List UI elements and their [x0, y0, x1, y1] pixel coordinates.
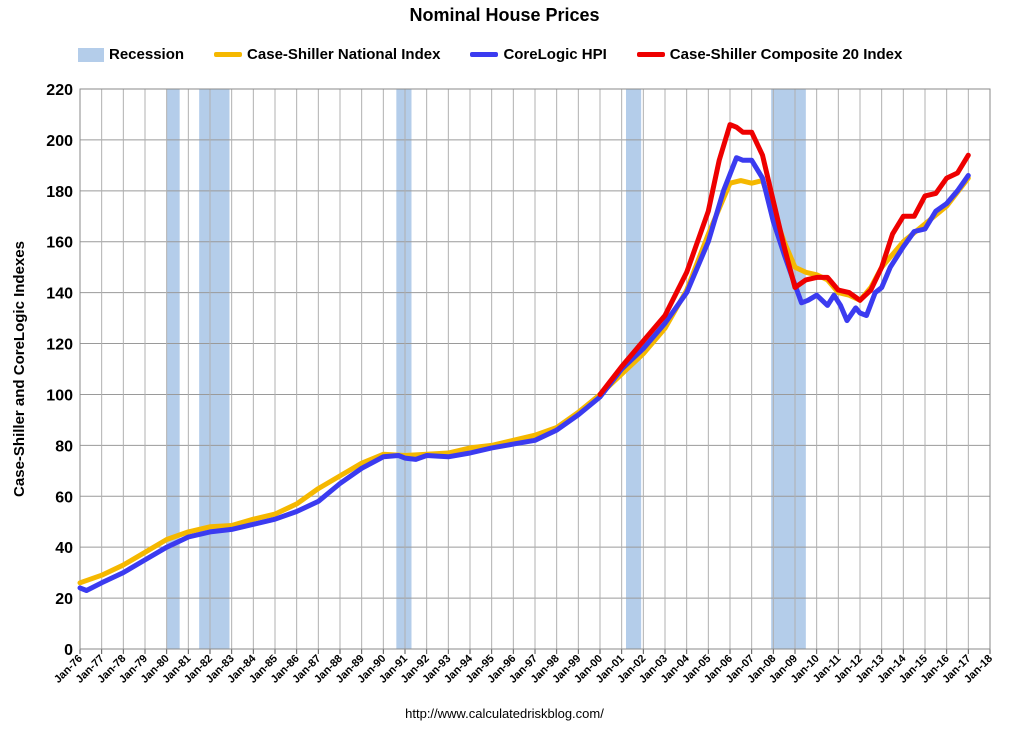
y-tick-label-20: 20: [55, 591, 73, 608]
plot-frame: [79, 88, 991, 650]
y-tick-label-140: 140: [46, 286, 73, 303]
legend-case-shiller-national-index-swatch: [214, 52, 243, 57]
y-tick-label-220: 220: [46, 82, 73, 99]
y-tick-label-120: 120: [46, 337, 73, 354]
legend-case-shiller-composite-20-index-label: Case-Shiller Composite 20 Index: [669, 46, 903, 63]
legend-case-shiller-national-index: Case-Shiller National Index: [214, 46, 440, 63]
y-tick-label-80: 80: [55, 438, 73, 455]
recession-band-4: [626, 89, 642, 649]
series-line-corelogic-hpi: [77, 155, 971, 593]
series-line-case-shiller-composite-20-index: [597, 122, 971, 397]
legend-recession: Recession: [78, 46, 184, 63]
recession-band-1: [166, 89, 180, 649]
recession-band-3: [396, 89, 412, 649]
legend-case-shiller-national-index-label: Case-Shiller National Index: [247, 46, 441, 63]
source-note: http://www.calculatedriskblog.com/: [405, 706, 604, 721]
y-tick-label-180: 180: [46, 184, 73, 201]
y-tick-label-40: 40: [55, 540, 73, 557]
recession-band-2: [199, 89, 230, 649]
legend-corelogic-hpi-label: CoreLogic HPI: [503, 46, 607, 63]
y-tick-label-160: 160: [46, 235, 73, 252]
y-tick-label-60: 60: [55, 489, 73, 506]
legend-recession-label: Recession: [109, 46, 185, 63]
y-tick-label-0: 0: [64, 642, 73, 659]
y-tick-label-100: 100: [46, 387, 73, 404]
y-tick-label-200: 200: [46, 133, 73, 150]
legend-case-shiller-composite-20-index-swatch: [636, 52, 665, 57]
legend-corelogic-hpi-swatch: [470, 52, 499, 57]
y-axis-label: Case-Shiller and CoreLogic Indexes: [11, 241, 28, 497]
legend-recession-swatch: [78, 47, 104, 62]
chart-title: Nominal House Prices: [409, 5, 600, 25]
legend: Recession Case-Shiller National Index Core…: [78, 46, 932, 63]
recession-band-5: [771, 89, 806, 649]
legend-case-shiller-composite-20-index: Case-Shiller Composite 20 Index: [636, 46, 903, 63]
legend-corelogic-hpi: CoreLogic HPI: [470, 46, 607, 63]
